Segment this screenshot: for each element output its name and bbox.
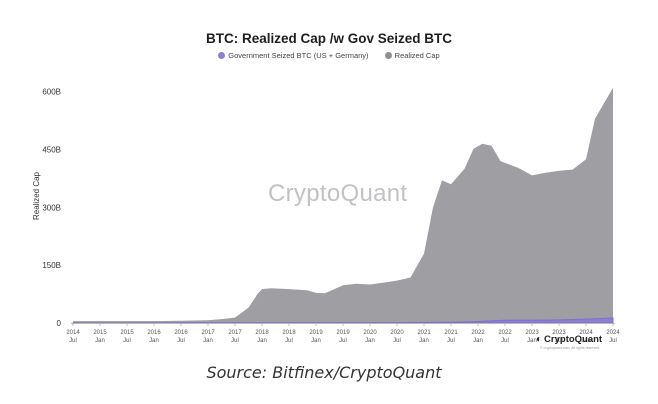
- x-tick-year: 2024: [606, 330, 620, 336]
- x-tick-month: Jul: [123, 338, 131, 344]
- legend-swatch-realized-cap: [384, 52, 392, 59]
- chart-title: BTC: Realized Cap /w Gov Seized BTC: [205, 31, 453, 46]
- legend-item-realized-cap[interactable]: Realized Cap: [384, 51, 440, 60]
- x-tick-year: 2019: [336, 330, 350, 336]
- x-tick-month: Jul: [393, 338, 401, 344]
- x-tick-month: Jul: [555, 338, 563, 344]
- y-tick-label: 600B: [42, 88, 61, 97]
- x-tick-year: 2020: [363, 330, 377, 336]
- x-tick-month: Jul: [339, 338, 347, 344]
- x-tick-year: 2017: [201, 330, 215, 336]
- x-tick-month: Jan: [527, 338, 537, 344]
- chart-legend: Government Seized BTC (US + Germany) Rea…: [0, 51, 658, 60]
- series-realized-cap-area: [73, 87, 613, 324]
- x-tick-year: 2022: [471, 330, 485, 336]
- x-tick-month: Jul: [447, 338, 455, 344]
- x-tick-month: Jan: [95, 338, 105, 344]
- x-tick-month: Jan: [257, 338, 267, 344]
- brand-logo-icon: ◐: [536, 334, 543, 345]
- x-tick-year: 2021: [417, 330, 431, 336]
- x-tick-month: Jan: [365, 338, 375, 344]
- brand-logo: ◐ CryptoQuant: [536, 334, 602, 345]
- x-tick-year: 2019: [309, 330, 323, 336]
- legend-swatch-gov-seized: [218, 52, 226, 59]
- x-tick-year: 2015: [93, 330, 107, 336]
- watermark-text: CryptoQuant: [268, 180, 408, 207]
- x-tick-year: 2018: [282, 330, 296, 336]
- x-tick-month: Jul: [177, 338, 185, 344]
- x-tick-month: Jan: [581, 338, 591, 344]
- x-tick-month: Jul: [609, 338, 617, 344]
- legend-label-realized-cap: Realized Cap: [394, 51, 440, 60]
- legend-label-gov-seized: Government Seized BTC (US + Germany): [228, 51, 369, 60]
- x-tick-month: Jan: [149, 338, 159, 344]
- x-tick-year: 2022: [498, 330, 512, 336]
- x-tick-month: Jul: [285, 338, 293, 344]
- legend-item-gov-seized[interactable]: Government Seized BTC (US + Germany): [218, 51, 369, 60]
- x-tick-year: 2021: [444, 330, 458, 336]
- y-tick-label: 150B: [42, 261, 61, 270]
- x-tick-year: 2016: [174, 330, 188, 336]
- x-tick-year: 2023: [525, 330, 539, 336]
- x-tick-year: 2018: [255, 330, 269, 336]
- x-tick-year: 2024: [579, 330, 593, 336]
- y-axis-title: Realized Cap: [32, 171, 41, 220]
- x-tick-year: 2020: [390, 330, 404, 336]
- x-tick-month: Jan: [419, 338, 429, 344]
- series-gov-seized-area: [72, 317, 614, 324]
- x-tick-month: Jan: [311, 338, 321, 344]
- y-tick-label: 0: [57, 319, 62, 328]
- x-tick-month: Jul: [69, 338, 77, 344]
- x-tick-month: Jul: [231, 338, 239, 344]
- x-tick-month: Jul: [501, 338, 509, 344]
- y-tick-label: 450B: [42, 146, 61, 155]
- brand-copyright: © cryptoquant.com. All rights reserved.: [540, 346, 601, 350]
- x-tick-month: Jan: [473, 338, 483, 344]
- brand-logo-text: CryptoQuant: [544, 334, 603, 345]
- x-tick-year: 2023: [552, 330, 566, 336]
- source-caption: Source: Bitfinex/CryptoQuant: [206, 363, 442, 382]
- x-tick-year: 2014: [66, 330, 80, 336]
- x-tick-month: Jan: [203, 338, 213, 344]
- x-tick-year: 2015: [120, 330, 134, 336]
- y-tick-label: 300B: [42, 203, 61, 212]
- x-tick-year: 2016: [147, 330, 161, 336]
- x-tick-year: 2017: [228, 330, 242, 336]
